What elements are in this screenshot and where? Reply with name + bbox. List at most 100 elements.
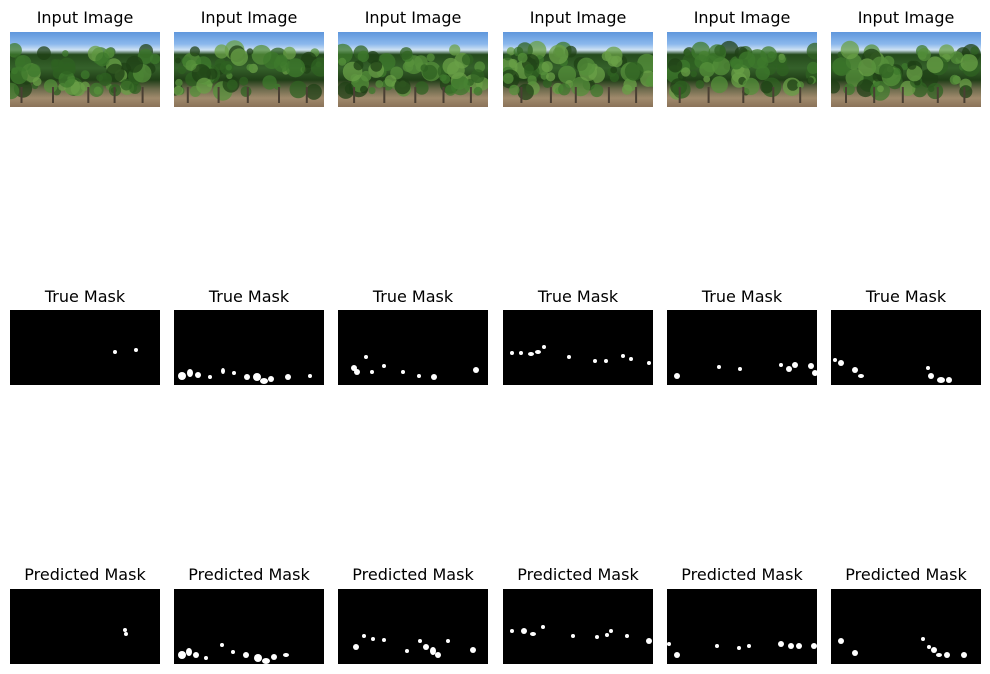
mask-blob <box>308 374 312 378</box>
mask-blob <box>936 653 942 657</box>
mask-blob <box>852 650 858 656</box>
mask-blob <box>187 369 193 377</box>
predicted-mask <box>503 589 653 664</box>
mask-blobs <box>833 358 952 383</box>
vineyard-photo-texture <box>831 40 981 103</box>
mask-blob <box>852 367 858 373</box>
panel-title: Predicted Mask <box>681 565 803 584</box>
true-mask <box>667 310 817 385</box>
mask-blob <box>786 366 792 372</box>
mask-blob <box>674 373 680 379</box>
mask-blob <box>528 352 534 356</box>
mask-blob <box>362 634 366 638</box>
mask-blob <box>621 354 625 358</box>
mask-blobs <box>667 641 817 658</box>
mask-blob <box>123 628 127 632</box>
mask-blob <box>937 377 945 383</box>
input-image <box>831 32 981 107</box>
panel-title: Input Image <box>200 8 298 27</box>
mask-blob <box>285 374 291 380</box>
mask-blob <box>418 639 422 643</box>
panel-title: True Mask <box>372 287 454 306</box>
mask-blob <box>521 628 527 634</box>
mask-blob <box>778 641 784 647</box>
mask-blob <box>431 374 437 380</box>
panel-title: True Mask <box>208 287 290 306</box>
mask-blob <box>812 370 817 376</box>
mask-blob <box>401 370 405 374</box>
input-image <box>174 32 324 107</box>
mask-blob <box>647 361 651 365</box>
mask-blob <box>243 652 249 658</box>
mask-blob <box>604 359 608 363</box>
mask-blob <box>470 647 476 653</box>
mask-blob <box>186 648 192 656</box>
mask-blob <box>946 377 952 383</box>
mask-blob <box>625 634 629 638</box>
mask-blob <box>747 644 751 648</box>
mask-blob <box>779 363 783 367</box>
predicted-mask <box>667 589 817 664</box>
mask-blob <box>244 374 250 380</box>
true-mask <box>174 310 324 385</box>
mask-blob <box>788 643 794 649</box>
mask-blobs <box>510 625 652 644</box>
mask-blob <box>510 629 514 633</box>
mask-blob <box>737 646 741 650</box>
mask-blob <box>567 355 571 359</box>
mask-blob <box>535 350 541 354</box>
mask-blob <box>232 371 236 375</box>
mask-blob <box>417 374 421 378</box>
predicted-mask <box>831 589 981 664</box>
mask-blob <box>260 378 268 384</box>
mask-blob <box>354 369 360 375</box>
mask-blob <box>646 638 652 644</box>
mask-blobs <box>510 345 651 365</box>
mask-blob <box>838 638 844 644</box>
mask-blob <box>792 362 798 368</box>
input-image <box>338 32 488 107</box>
mask-blob <box>609 629 613 633</box>
panel-title: Predicted Mask <box>188 565 310 584</box>
panel-title: Input Image <box>529 8 627 27</box>
mask-blob <box>629 357 633 361</box>
true-mask <box>831 310 981 385</box>
mask-blob <box>262 658 270 664</box>
mask-blob <box>510 351 514 355</box>
mask-blob <box>931 647 937 653</box>
predicted-mask <box>10 589 160 664</box>
vineyard-photo-texture <box>667 40 817 103</box>
mask-blob <box>371 637 375 641</box>
mask-blob <box>796 643 802 649</box>
predicted-mask <box>338 589 488 664</box>
mask-blob <box>370 370 374 374</box>
mask-blob <box>595 635 599 639</box>
mask-blob <box>542 345 546 349</box>
predicted-mask <box>174 589 324 664</box>
mask-blob <box>858 374 864 378</box>
mask-blob <box>208 375 212 379</box>
mask-blobs <box>674 362 817 379</box>
panel-title: True Mask <box>44 287 126 306</box>
mask-blob <box>921 637 925 641</box>
mask-blob <box>178 651 186 659</box>
mask-blob <box>382 364 386 368</box>
mask-blob <box>571 634 575 638</box>
panel-title: True Mask <box>537 287 619 306</box>
input-image <box>10 32 160 107</box>
panel-title: Predicted Mask <box>352 565 474 584</box>
panel-title: Input Image <box>693 8 791 27</box>
mask-blob <box>382 638 386 642</box>
mask-blob <box>738 367 742 371</box>
true-mask <box>10 310 160 385</box>
mask-blobs <box>178 368 312 384</box>
panel-title: Input Image <box>857 8 955 27</box>
true-mask <box>503 310 653 385</box>
mask-blob <box>833 358 837 362</box>
mask-blob <box>926 366 930 370</box>
mask-blob <box>195 372 201 378</box>
mask-blob <box>927 645 931 649</box>
mask-blob <box>178 372 186 380</box>
panel-title: Predicted Mask <box>24 565 146 584</box>
mask-blob <box>220 643 224 647</box>
